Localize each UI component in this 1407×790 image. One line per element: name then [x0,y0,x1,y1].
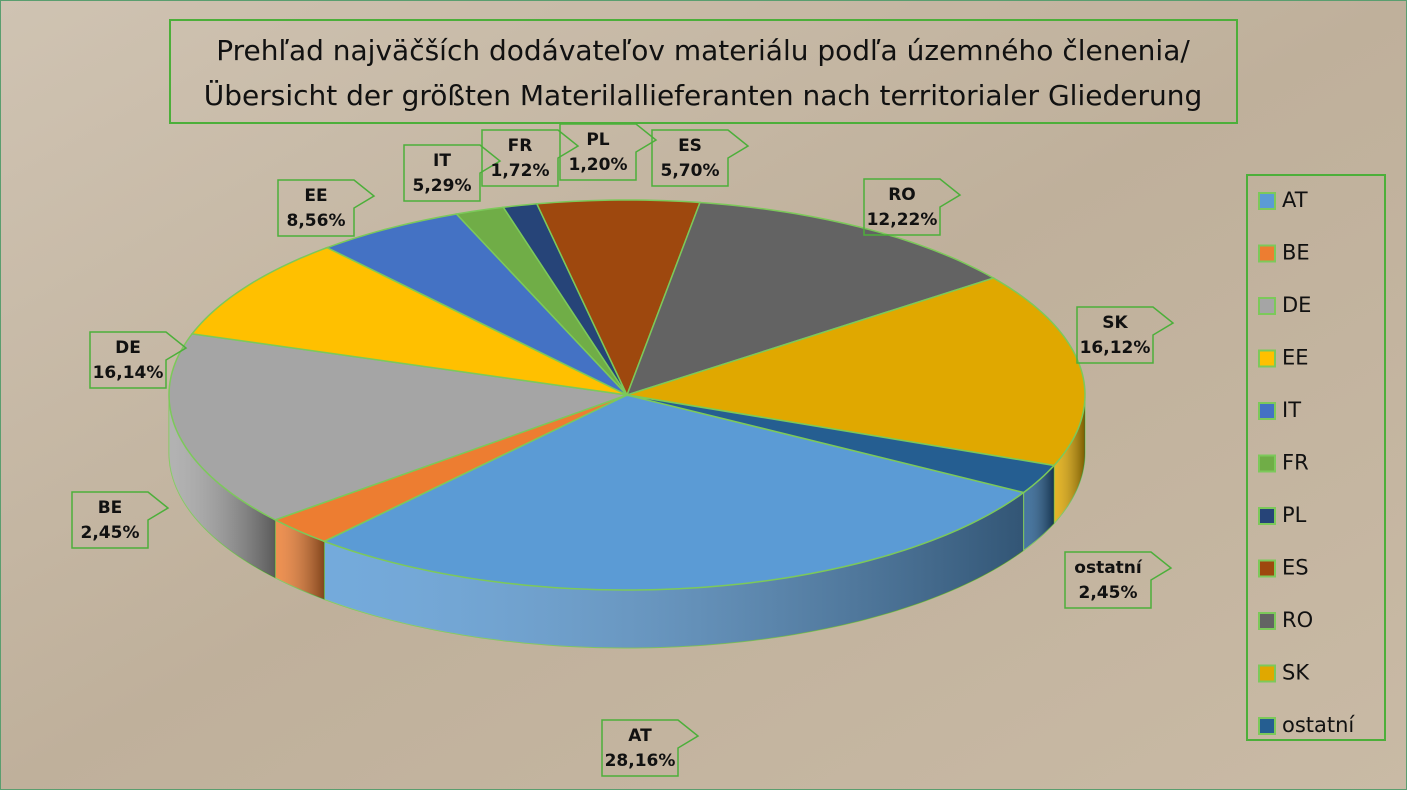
label-category: BE [98,498,123,518]
label-category: EE [304,186,327,206]
label-category: SK [1102,313,1128,333]
chart-title: Prehľad najväčších dodávateľov materiálu… [216,34,1190,67]
legend-label: EE [1282,346,1309,370]
label-category: ES [678,136,702,156]
data-label: 8,56% [287,211,346,231]
data-label: 16,14% [93,363,164,383]
legend-swatch [1259,351,1275,367]
legend-swatch [1259,561,1275,577]
legend-label: ostatní [1282,713,1355,737]
data-label: 2,45% [81,523,140,543]
data-label: 28,16% [605,751,676,771]
legend-label: IT [1282,398,1301,422]
legend-label: AT [1282,188,1308,212]
legend-label: SK [1282,661,1310,685]
label-category: FR [508,136,533,156]
legend-label: FR [1282,451,1309,475]
chart-title: Übersicht der größten Materilallieferant… [204,78,1202,112]
data-label: 1,72% [491,161,550,181]
legend-swatch [1259,193,1275,209]
label-category: ostatní [1074,558,1143,578]
data-label: 16,12% [1080,338,1151,358]
legend-label: BE [1282,241,1310,265]
data-label: 12,22% [867,210,938,230]
label-category: RO [888,185,916,205]
legend-swatch [1259,613,1275,629]
data-label: 1,20% [569,155,628,175]
legend-swatch [1259,246,1275,262]
legend-swatch [1259,456,1275,472]
data-label: 5,29% [413,176,472,196]
label-category: PL [586,130,609,150]
legend-swatch [1259,718,1275,734]
data-label: 2,45% [1079,583,1138,603]
label-category: DE [115,338,141,358]
label-category: AT [628,726,652,746]
legend-label: RO [1282,608,1313,632]
legend-swatch [1259,666,1275,682]
label-category: IT [433,151,451,171]
chart: Prehľad najväčších dodávateľov materiálu… [0,0,1407,790]
data-label: 5,70% [661,161,720,181]
legend-label: DE [1282,293,1311,317]
legend-swatch [1259,403,1275,419]
legend-label: ES [1282,556,1309,580]
legend-swatch [1259,508,1275,524]
legend-label: PL [1282,503,1307,527]
legend-swatch [1259,298,1275,314]
